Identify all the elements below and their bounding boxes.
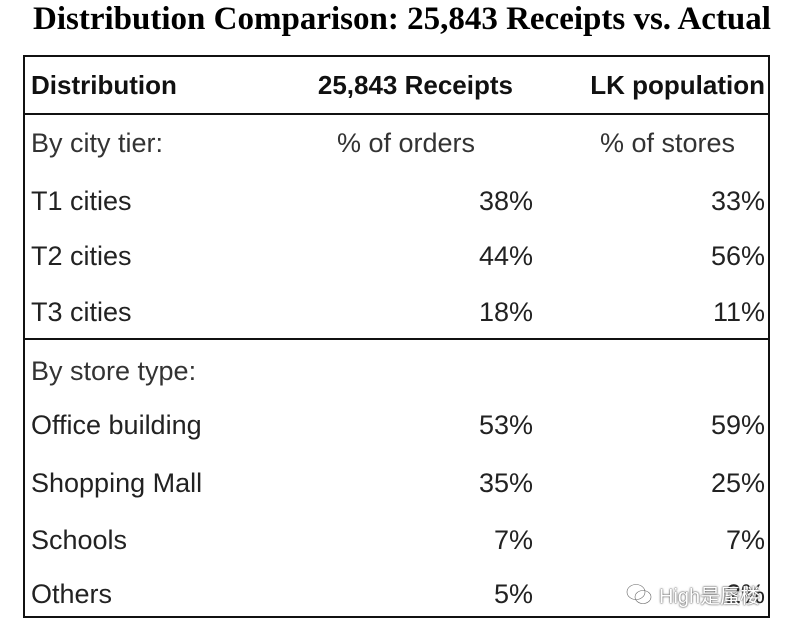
row-receipts: 35% xyxy=(478,468,533,498)
distribution-table: Distribution 25,843 Receipts LK populati… xyxy=(23,55,770,618)
table-row: T2 cities 44% 56% xyxy=(25,236,768,276)
row-population: 33% xyxy=(710,186,765,216)
section-label: By city tier: xyxy=(31,128,164,158)
table-header-row: Distribution 25,843 Receipts LK populati… xyxy=(25,57,768,113)
header-distribution: Distribution xyxy=(31,70,177,100)
row-receipts: 7% xyxy=(493,525,533,555)
header-receipts: 25,843 Receipts xyxy=(317,70,513,100)
row-name: T2 cities xyxy=(31,241,132,271)
row-population: 56% xyxy=(710,241,765,271)
wechat-icon xyxy=(626,583,652,605)
section-label: By store type: xyxy=(31,356,197,386)
table-row: T1 cities 38% 33% xyxy=(25,181,768,221)
page-title: Distribution Comparison: 25,843 Receipts… xyxy=(33,1,771,37)
row-name: Schools xyxy=(31,525,128,555)
row-name: T1 cities xyxy=(31,186,132,216)
section-label-row: By store type: xyxy=(25,351,768,391)
row-name: T3 cities xyxy=(31,297,132,327)
row-name: Shopping Mall xyxy=(31,468,203,498)
table-row: Office building 53% 59% xyxy=(25,405,768,445)
table-row: Schools 7% 7% xyxy=(25,520,768,560)
section-divider xyxy=(25,338,768,340)
section-unit-stores: % of stores xyxy=(599,128,735,158)
row-population: 25% xyxy=(710,468,765,498)
row-population: 11% xyxy=(712,297,765,327)
row-population: 2% xyxy=(725,579,765,609)
row-receipts: 18% xyxy=(478,297,533,327)
watermark-text: High是蜃楼 xyxy=(659,585,761,608)
section-label-row: By city tier: % of orders % of stores xyxy=(25,123,768,163)
section-unit-orders: % of orders xyxy=(336,128,475,158)
table-row: Others 5% 2% xyxy=(25,574,768,614)
header-divider xyxy=(25,113,768,115)
row-receipts: 53% xyxy=(478,410,533,440)
row-name: Office building xyxy=(31,410,202,440)
watermark: High是蜃楼 xyxy=(625,579,760,609)
row-receipts: 5% xyxy=(493,579,533,609)
row-population: 59% xyxy=(710,410,765,440)
row-population: 7% xyxy=(725,525,765,555)
row-name: Others xyxy=(31,579,113,609)
row-receipts: 38% xyxy=(478,186,533,216)
table-row: T3 cities 18% 11% xyxy=(25,292,768,332)
table-row: Shopping Mall 35% 25% xyxy=(25,463,768,503)
header-population: LK population xyxy=(590,70,765,100)
row-receipts: 44% xyxy=(478,241,533,271)
